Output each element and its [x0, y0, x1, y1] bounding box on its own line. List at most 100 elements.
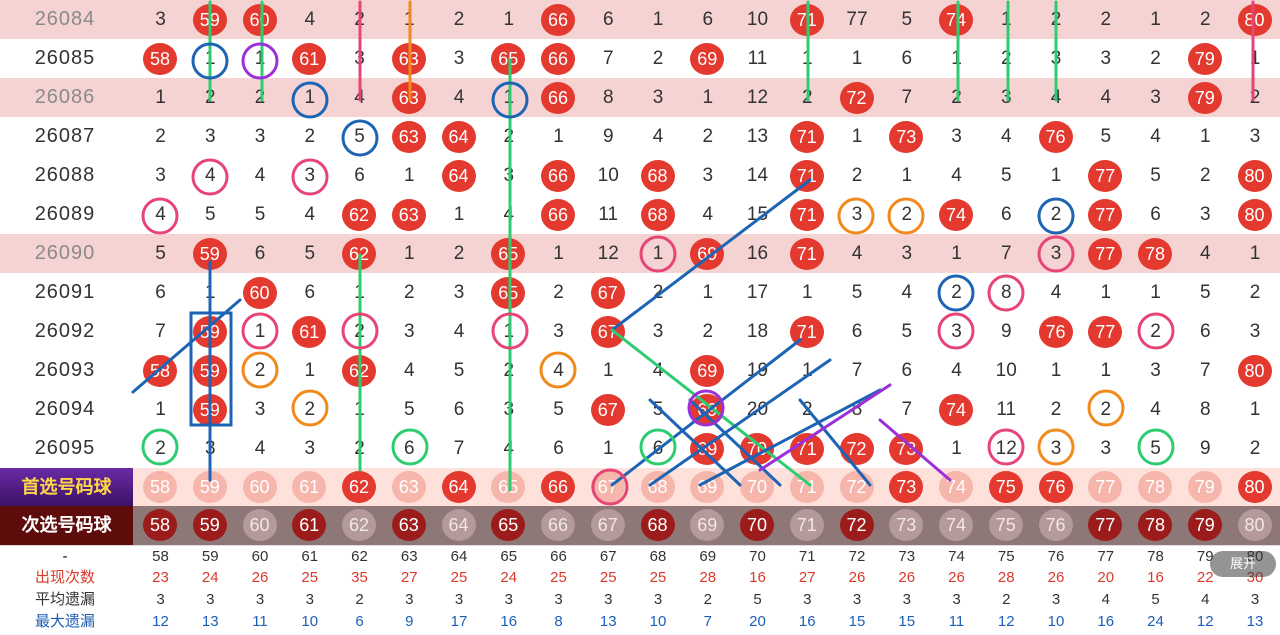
- selectable-ball[interactable]: 71: [783, 468, 832, 507]
- selectable-ball[interactable]: 64: [435, 506, 484, 545]
- miss-count: 3: [1050, 48, 1062, 69]
- miss-count: 4: [453, 321, 465, 342]
- drawn-ball: 59: [186, 234, 235, 273]
- selectable-ball[interactable]: 80: [1231, 506, 1280, 545]
- selectable-ball[interactable]: 69: [683, 468, 732, 507]
- miss-count: 7: [602, 48, 614, 69]
- selectable-ball[interactable]: 66: [534, 468, 583, 507]
- miss-count: 4: [901, 282, 913, 303]
- primary-numbers-button[interactable]: 首选号码球: [0, 468, 133, 506]
- stats-value: 3: [554, 591, 563, 608]
- selectable-ball[interactable]: 63: [385, 468, 434, 507]
- selectable-ball[interactable]: 68: [634, 506, 683, 545]
- miss-count: 3: [901, 243, 913, 264]
- selectable-ball[interactable]: 77: [1081, 506, 1130, 545]
- selectable-ball[interactable]: 65: [484, 506, 533, 545]
- selectable-ball[interactable]: 68: [634, 468, 683, 507]
- drawn-ball: 60: [236, 0, 285, 39]
- miss-count: 1: [1050, 165, 1062, 186]
- miss-count: 2: [1199, 9, 1211, 30]
- selectable-ball[interactable]: 59: [186, 468, 235, 507]
- selectable-ball[interactable]: 78: [1131, 468, 1180, 507]
- ball-number: 76: [1038, 316, 1073, 348]
- selectable-ball[interactable]: 67: [584, 506, 633, 545]
- selectable-ball[interactable]: 70: [733, 506, 782, 545]
- selectable-ball[interactable]: 58: [136, 506, 185, 545]
- miss-count: 9: [602, 126, 614, 147]
- miss-count: 2: [354, 438, 365, 459]
- miss-count: 2: [1150, 321, 1161, 342]
- selectable-ball[interactable]: 58: [136, 468, 185, 507]
- selectable-ball[interactable]: 79: [1181, 468, 1230, 507]
- selectable-ball[interactable]: 79: [1181, 506, 1230, 545]
- drawn-ball: 78: [1131, 234, 1180, 273]
- ball-number: 75: [988, 509, 1023, 541]
- stats-value: 27: [400, 569, 418, 586]
- selectable-ball[interactable]: 60: [236, 468, 285, 507]
- selectable-ball[interactable]: 76: [1032, 506, 1081, 545]
- ball-number: 80: [1237, 355, 1272, 387]
- selectable-ball[interactable]: 74: [932, 506, 981, 545]
- stats-value: 28: [699, 569, 717, 586]
- selectable-ball[interactable]: 61: [285, 468, 334, 507]
- draw-row: 26095 2 3 4 3 2 6 7 4 6 1 6 69 70 71 72 73 1 12 3 3 5 9 2: [0, 429, 1280, 468]
- selectable-ball[interactable]: 64: [435, 468, 484, 507]
- period-number: 26089: [34, 203, 96, 225]
- ball-number: 68: [640, 471, 675, 503]
- selectable-ball[interactable]: 67: [584, 468, 633, 507]
- stats-value: 24: [1147, 613, 1164, 630]
- selectable-ball[interactable]: 62: [335, 468, 384, 507]
- selectable-ball[interactable]: 80: [1231, 468, 1280, 507]
- ball-number: 67: [590, 316, 625, 348]
- ball-number: 71: [789, 471, 824, 503]
- stats-row-label: 最大遗漏: [34, 613, 95, 630]
- stats-value: 26: [898, 569, 916, 586]
- selectable-ball[interactable]: 71: [783, 506, 832, 545]
- selectable-ball[interactable]: 63: [385, 506, 434, 545]
- miss-count: 3: [951, 321, 962, 342]
- miss-count: 9: [1199, 438, 1211, 459]
- selectable-ball[interactable]: 72: [833, 468, 882, 507]
- miss-count: 3: [354, 48, 365, 69]
- selectable-ball[interactable]: 65: [484, 468, 533, 507]
- selectable-ball[interactable]: 61: [285, 506, 334, 545]
- miss-count: 4: [1050, 282, 1062, 303]
- secondary-row: 次选号码球 58 59 60 61 62 63 64 65 66 67 68 69 70 71 72 73 74…: [0, 506, 1280, 545]
- expand-button[interactable]: 展开: [1210, 551, 1276, 577]
- stats-value: 3: [454, 591, 464, 608]
- stats-number-header: - 58 59 60 61 62 63 64 65 66 67 68 69 70 71 72 73 74 75 76…: [0, 545, 1280, 568]
- ball-number: 64: [441, 160, 476, 192]
- miss-count: 4: [1000, 126, 1012, 147]
- stats-value: 5: [753, 591, 762, 608]
- ball-number: 65: [491, 277, 526, 309]
- drawn-ball: 66: [534, 195, 583, 234]
- miss-count: 2: [1050, 204, 1062, 225]
- miss-count: 4: [304, 204, 316, 225]
- selectable-ball[interactable]: 70: [733, 468, 782, 507]
- secondary-numbers-button[interactable]: 次选号码球: [0, 506, 133, 545]
- selectable-ball[interactable]: 66: [534, 506, 583, 545]
- selectable-ball[interactable]: 74: [932, 468, 981, 507]
- selectable-ball[interactable]: 73: [882, 506, 931, 545]
- draw-row: 26087 2 3 3 2 5 63 64 2 1 9 4 2 13 71 1 73 3 4 76 5 4 1 3: [0, 117, 1280, 156]
- drawn-ball: 76: [1032, 117, 1081, 156]
- selectable-ball[interactable]: 78: [1131, 506, 1180, 545]
- stats-row: 平均遗漏 3 3 3 3 2 3 3 3 3 3 3 2 5 3 3 3 3 2 3 4 5 4 3: [0, 589, 1280, 611]
- miss-count: 3: [1050, 243, 1062, 264]
- selectable-ball[interactable]: 75: [982, 468, 1031, 507]
- drawn-ball: 58: [136, 351, 185, 390]
- selectable-ball[interactable]: 73: [882, 468, 931, 507]
- selectable-ball[interactable]: 59: [186, 506, 235, 545]
- miss-count: 4: [254, 438, 266, 459]
- ball-number: 77: [1088, 238, 1123, 270]
- selectable-ball[interactable]: 76: [1032, 468, 1081, 507]
- selectable-ball[interactable]: 60: [236, 506, 285, 545]
- selectable-ball[interactable]: 62: [335, 506, 384, 545]
- selectable-ball[interactable]: 72: [833, 506, 882, 545]
- selectable-ball[interactable]: 77: [1081, 468, 1130, 507]
- selectable-ball[interactable]: 75: [982, 506, 1031, 545]
- primary-row: 首选号码球 58 59 60 61 62 63 64 65 66 67 68 69 70 71 72 73 74…: [0, 468, 1280, 506]
- ball-number: 78: [1138, 471, 1172, 503]
- selectable-ball[interactable]: 69: [683, 506, 732, 545]
- miss-count: 1: [1199, 126, 1211, 147]
